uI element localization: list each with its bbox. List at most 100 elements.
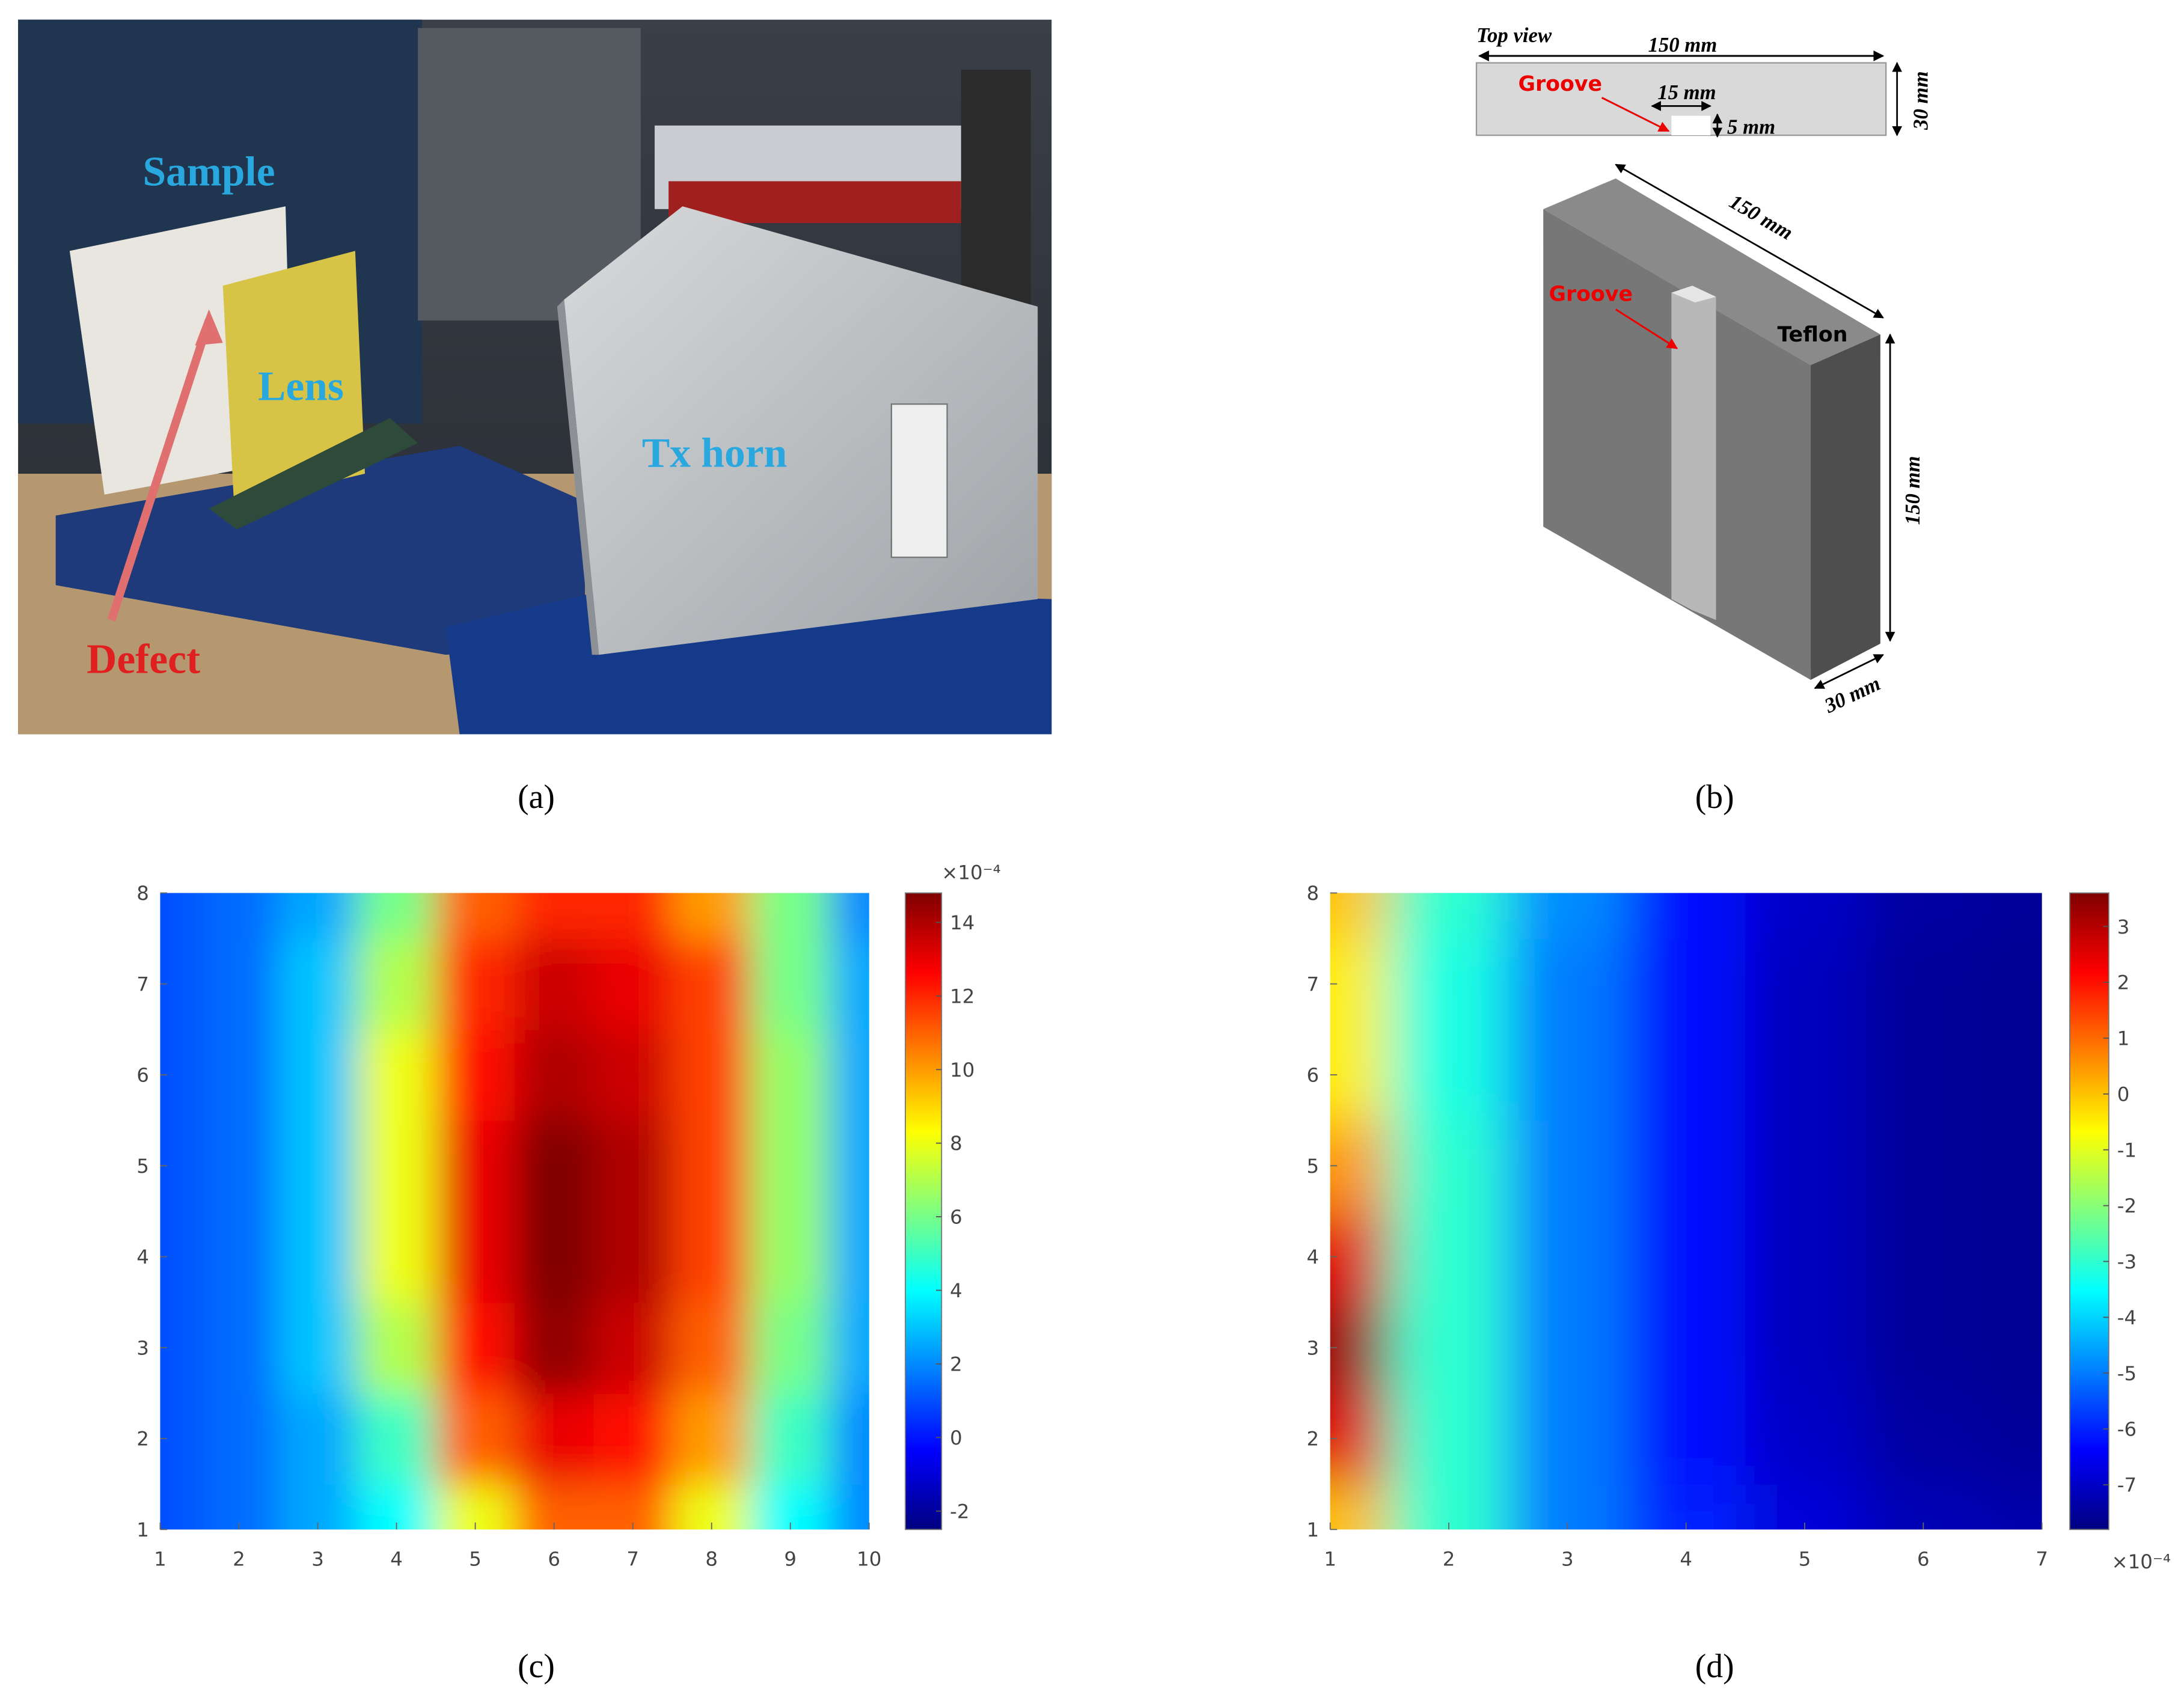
heatmap-cell <box>160 1302 201 1394</box>
colorbar-tick-label: 14 <box>950 911 974 934</box>
colorbar-tick-label: 4 <box>950 1279 962 1302</box>
y-tick-label: 8 <box>1307 882 1320 905</box>
book <box>55 445 586 655</box>
y-tick-label: 6 <box>136 1064 149 1087</box>
x-tick-label: 6 <box>548 1548 560 1571</box>
y-tick-label: 4 <box>1307 1246 1320 1268</box>
horn-label <box>890 403 948 558</box>
heatmap-cell <box>1389 1484 1509 1530</box>
heatmap-cell <box>1627 893 1746 940</box>
heatmap-cell <box>199 1211 280 1303</box>
heatmap-cell <box>830 1120 869 1212</box>
heatmap-cell <box>515 1029 595 1121</box>
heatmap-cell <box>1627 1393 1746 1485</box>
heatmap-cell <box>672 938 752 1030</box>
heatmap-cell <box>436 1029 516 1121</box>
heatmap-cell <box>593 938 673 1030</box>
heatmap-cell <box>357 1029 437 1121</box>
dimension-label: 15 mm <box>1657 81 1716 104</box>
x-tick-label: 3 <box>311 1548 324 1571</box>
x-tick-label: 4 <box>1680 1548 1692 1571</box>
heatmap-cell <box>357 1120 437 1212</box>
heatmap-cell <box>830 893 869 940</box>
heatmap-cell <box>1330 1029 1390 1121</box>
dimension-arrow <box>1615 164 1884 319</box>
heatmap-cell <box>278 1120 358 1212</box>
colorbar-tick-label: -2 <box>950 1500 969 1523</box>
heatmap-cell <box>751 1211 831 1303</box>
heatmap-cell <box>830 1393 869 1485</box>
heatmap-cell <box>1508 893 1628 940</box>
colorbar-tick-label: -6 <box>2117 1418 2137 1441</box>
heatmap-cell <box>1983 1211 2042 1303</box>
heatmap-cell <box>160 1029 201 1121</box>
x-tick-label: 9 <box>784 1548 797 1571</box>
heatmap-cell <box>357 1484 437 1530</box>
x-tick-label: 3 <box>1561 1548 1574 1571</box>
heatmap-cell <box>160 1211 201 1303</box>
heatmap-cell <box>1330 938 1390 1030</box>
heatmap-cell <box>1330 1484 1390 1530</box>
caption: (a) <box>518 778 555 816</box>
dimension-label: 150 mm <box>1648 33 1717 57</box>
colorbar-tick-label: -5 <box>2117 1362 2137 1385</box>
heatmap-cell <box>593 1120 673 1212</box>
heatmap-cell <box>751 1484 831 1530</box>
heatmap-cell <box>1983 1120 2042 1212</box>
heatmap-cell <box>436 893 516 940</box>
heatmap-cell <box>672 1211 752 1303</box>
heatmap-area <box>1330 893 2042 1530</box>
photo-label: Sample <box>142 148 275 195</box>
heatmap-cell <box>1389 893 1509 940</box>
red-cylinder <box>668 181 961 223</box>
heatmap-cell <box>593 1393 673 1485</box>
heatmap-cell <box>357 1302 437 1394</box>
heatmap-cell <box>1508 1120 1628 1212</box>
heatmap-cell <box>1330 1393 1390 1485</box>
heatmap-cell <box>593 1484 673 1530</box>
heatmap-cell <box>1508 1393 1628 1485</box>
heatmap-cell <box>515 1211 595 1303</box>
heatmap-cell <box>1627 1484 1746 1530</box>
x-tick-label: 7 <box>626 1548 639 1571</box>
heatmap-cell <box>672 1029 752 1121</box>
defect-arrowhead <box>195 309 223 346</box>
heatmap-cell <box>160 1484 201 1530</box>
heatmap-cell <box>751 1393 831 1485</box>
heatmap-cell <box>436 938 516 1030</box>
x-tick-label: 1 <box>1324 1548 1336 1571</box>
y-tick-label: 5 <box>1307 1155 1320 1178</box>
heatmap-cell <box>1864 1393 1984 1485</box>
colorbar <box>905 892 943 1530</box>
heatmap-cell <box>1983 1393 2042 1485</box>
heatmap-cell <box>830 1029 869 1121</box>
heatmap-cell <box>199 1029 280 1121</box>
heatmap-cell <box>830 1484 869 1530</box>
y-tick-label: 3 <box>1307 1336 1320 1359</box>
caption: (c) <box>518 1648 555 1685</box>
colorbar-tick-label: -1 <box>2117 1139 2137 1161</box>
y-tick-label: 5 <box>136 1155 149 1178</box>
material-label: Teflon <box>1777 323 1847 347</box>
lens-holder <box>209 418 418 530</box>
heatmap-cell <box>357 938 437 1030</box>
heatmap-cell <box>1983 938 2042 1030</box>
heatmap-cell <box>1864 1211 1984 1303</box>
heatmap-cell <box>1508 1211 1628 1303</box>
heatmap-cells <box>1330 893 2042 1530</box>
heatmap-cell <box>593 893 673 940</box>
heatmap-cell <box>1745 1211 1865 1303</box>
heatmap-cell <box>278 938 358 1030</box>
heatmap-cell <box>199 1302 280 1394</box>
heatmap-cell <box>1627 1211 1746 1303</box>
heatmap-cell <box>593 1302 673 1394</box>
colorbar-tick-label: 0 <box>950 1426 962 1449</box>
caption: (b) <box>1695 778 1734 816</box>
heatmap-cell <box>199 1484 280 1530</box>
y-tick-label: 1 <box>1307 1518 1320 1541</box>
heatmap-cell <box>1745 938 1865 1030</box>
heatmap-cell <box>751 1029 831 1121</box>
colorbar-tick-label: -2 <box>2117 1194 2137 1217</box>
heatmap-cell <box>515 1302 595 1394</box>
heatmap-cell <box>1389 938 1509 1030</box>
